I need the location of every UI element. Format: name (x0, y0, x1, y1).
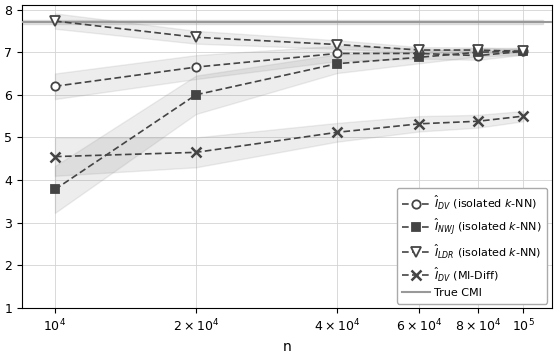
$\hat{I}_{DV}$ (isolated $k$-NN) (416, 51, 423, 55)
$\hat{I}_{DV}$ (MI-Diff) (192, 150, 199, 155)
$\hat{I}_{DV}$ (MI-Diff) (475, 119, 481, 124)
$\hat{I}_{NWJ}$ (isolated $k$-NN) (334, 62, 340, 66)
$\hat{I}_{LDR}$ (isolated $k$-NN) (52, 19, 58, 23)
$\hat{I}_{DV}$ (isolated $k$-NN) (192, 65, 199, 69)
$\hat{I}_{LDR}$ (isolated $k$-NN) (475, 48, 481, 52)
Line: $\hat{I}_{LDR}$ (isolated $k$-NN): $\hat{I}_{LDR}$ (isolated $k$-NN) (50, 16, 528, 56)
$\hat{I}_{LDR}$ (isolated $k$-NN) (416, 48, 423, 52)
$\hat{I}_{LDR}$ (isolated $k$-NN) (334, 42, 340, 47)
$\hat{I}_{LDR}$ (isolated $k$-NN) (520, 49, 527, 53)
$\hat{I}_{DV}$ (MI-Diff) (334, 130, 340, 135)
$\hat{I}_{DV}$ (isolated $k$-NN) (334, 51, 340, 55)
Line: $\hat{I}_{NWJ}$ (isolated $k$-NN): $\hat{I}_{NWJ}$ (isolated $k$-NN) (51, 47, 528, 194)
$\hat{I}_{DV}$ (MI-Diff) (52, 154, 58, 159)
$\hat{I}_{DV}$ (MI-Diff) (520, 114, 527, 118)
$\hat{I}_{NWJ}$ (isolated $k$-NN) (416, 55, 423, 59)
$\hat{I}_{NWJ}$ (isolated $k$-NN) (192, 93, 199, 97)
Legend: $\hat{I}_{DV}$ (isolated $k$-NN), $\hat{I}_{NWJ}$ (isolated $k$-NN), $\hat{I}_{L: $\hat{I}_{DV}$ (isolated $k$-NN), $\hat{… (396, 188, 548, 304)
$\hat{I}_{NWJ}$ (isolated $k$-NN) (52, 187, 58, 192)
$\hat{I}_{NWJ}$ (isolated $k$-NN) (520, 49, 527, 53)
$\hat{I}_{DV}$ (MI-Diff) (416, 122, 423, 126)
$\hat{I}_{DV}$ (isolated $k$-NN) (475, 53, 481, 58)
$\hat{I}_{DV}$ (isolated $k$-NN) (52, 84, 58, 88)
$\hat{I}_{DV}$ (isolated $k$-NN) (520, 49, 527, 53)
$\hat{I}_{LDR}$ (isolated $k$-NN) (192, 35, 199, 39)
Line: $\hat{I}_{DV}$ (MI-Diff): $\hat{I}_{DV}$ (MI-Diff) (50, 111, 528, 161)
$\hat{I}_{NWJ}$ (isolated $k$-NN) (475, 50, 481, 54)
X-axis label: n: n (282, 340, 291, 354)
Line: $\hat{I}_{DV}$ (isolated $k$-NN): $\hat{I}_{DV}$ (isolated $k$-NN) (51, 47, 528, 91)
